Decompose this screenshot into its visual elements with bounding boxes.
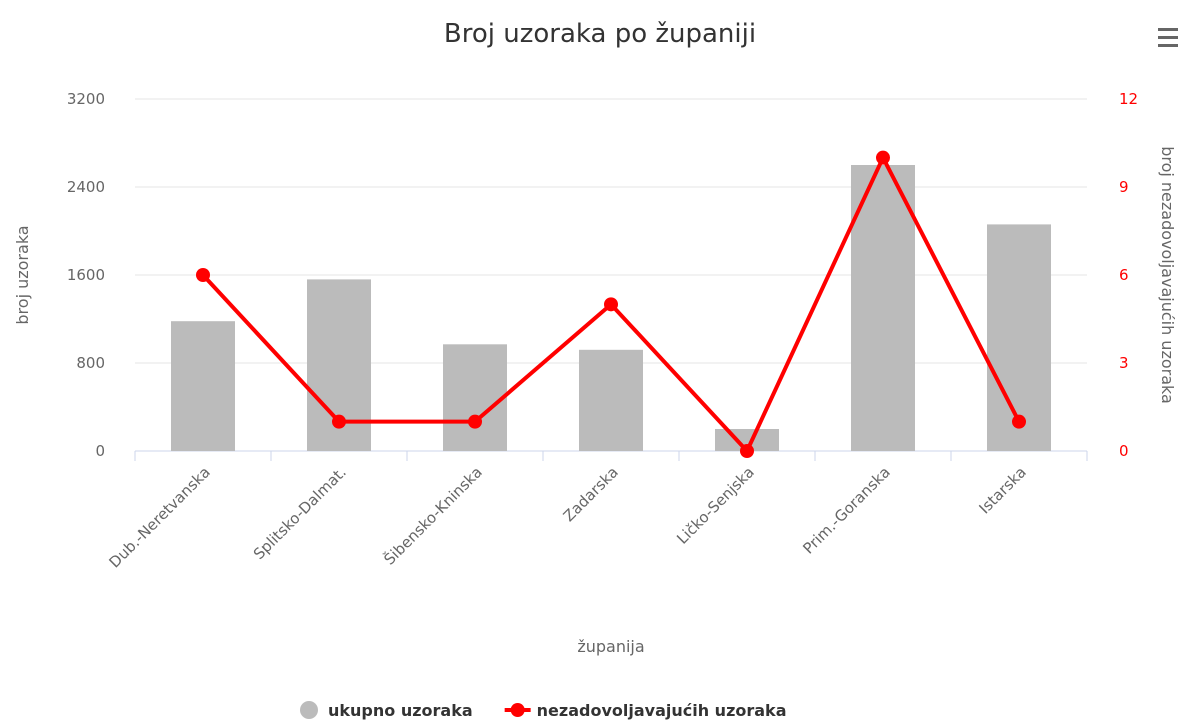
point [468,414,482,429]
legend-swatch [300,701,318,719]
y-tick-label: 800 [76,354,105,372]
legend-swatch [510,703,525,717]
x-tick-label: Istarska [975,463,1029,517]
legend-label: ukupno uzoraka [328,701,473,720]
point [740,444,754,458]
bar [851,165,915,451]
y-tick-label: 2400 [67,178,105,196]
y2-axis-label: broj nezadovoljavajućih uzoraka [1158,146,1177,404]
x-tick-label: Prim.-Goranska [799,463,893,557]
y2-tick-label: 12 [1119,90,1138,108]
chart-title: Broj uzoraka po županiji [444,19,756,49]
x-tick-label: Splitsko-Dalmat. [250,463,350,563]
x-tick-label: Dub.-Neretvanska [106,463,214,571]
menu-bar [1158,44,1178,47]
point [332,414,346,429]
y-tick-label: 0 [95,442,105,460]
y2-tick-label: 6 [1119,266,1129,284]
y-axis-label: broj uzoraka [13,225,32,324]
point [196,268,210,282]
menu-bar [1158,28,1178,31]
bar [171,321,235,451]
bar [987,224,1051,451]
menu-bar [1158,36,1178,39]
point [876,150,890,165]
legend-label: nezadovoljavajućih uzoraka [537,701,787,720]
menu-button[interactable] [1158,28,1178,47]
x-tick-label: Šibensko-Kninska [380,462,486,568]
bar [579,349,643,451]
point [604,297,618,312]
point [1012,414,1026,429]
y-tick-label: 1600 [67,266,105,284]
y2-tick-label: 3 [1119,354,1129,372]
x-axis-label: županija [577,637,644,656]
bar [443,344,507,451]
x-tick-label: Ličko-Senjska [673,463,758,548]
x-tick-label: Zadarska [560,463,622,525]
y-tick-label: 3200 [67,90,105,108]
y2-tick-label: 9 [1119,178,1129,196]
y2-tick-label: 0 [1119,442,1129,460]
